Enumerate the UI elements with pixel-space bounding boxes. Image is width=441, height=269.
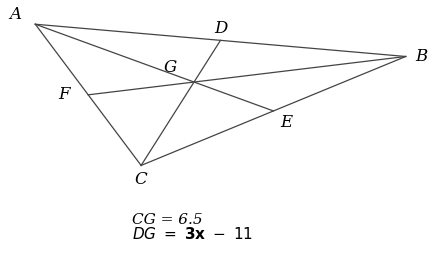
- Text: G: G: [163, 59, 176, 76]
- Text: E: E: [280, 114, 293, 130]
- Text: F: F: [58, 86, 70, 103]
- Text: $\mathit{DG}\ =\ \mathbf{3x}\ -\ 11$: $\mathit{DG}\ =\ \mathbf{3x}\ -\ 11$: [132, 226, 254, 242]
- Text: C: C: [135, 171, 147, 188]
- Text: B: B: [415, 48, 427, 65]
- Text: A: A: [9, 6, 22, 23]
- Text: CG = 6.5: CG = 6.5: [132, 213, 203, 227]
- Text: D: D: [214, 20, 227, 37]
